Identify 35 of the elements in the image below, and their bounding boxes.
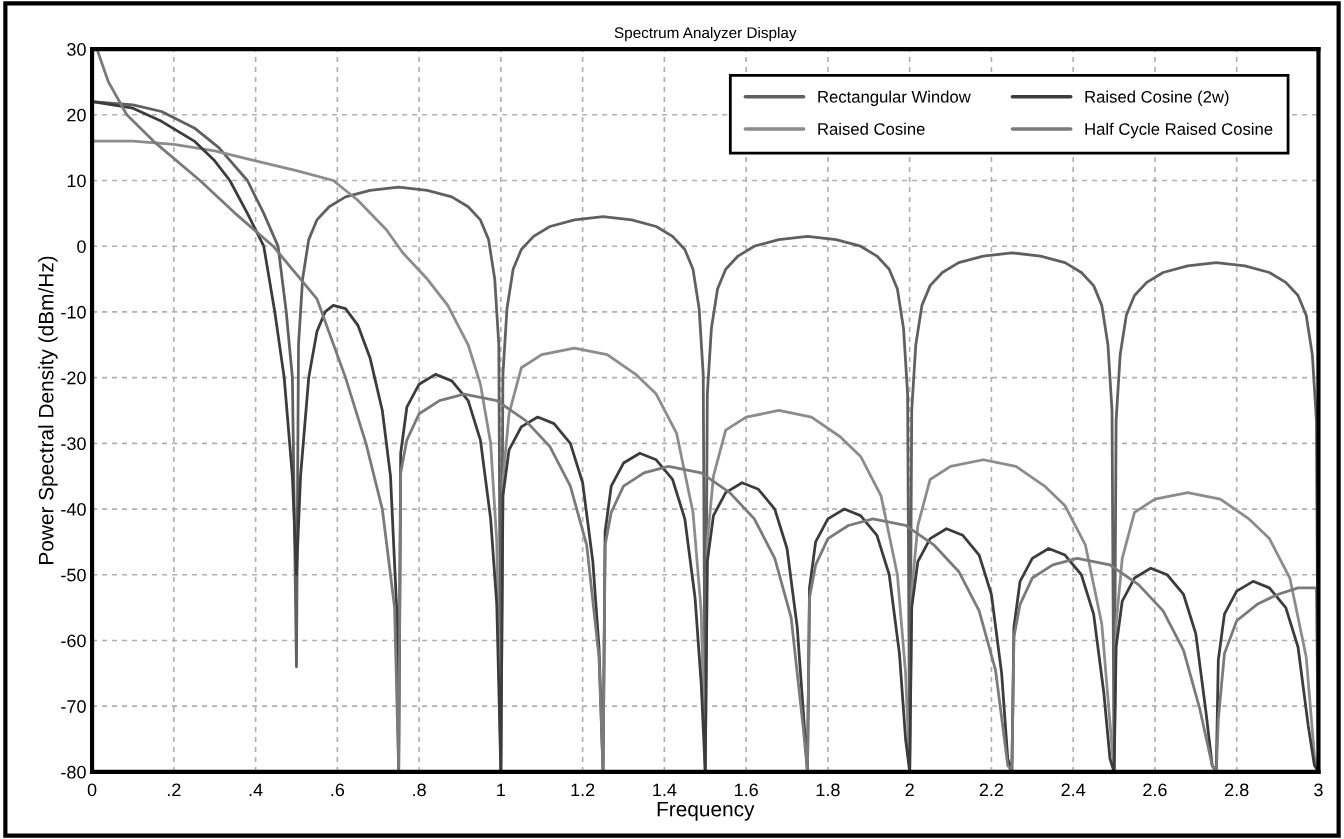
y-tick-label: 20 [67, 108, 86, 122]
x-tick-label: 0 [87, 783, 97, 797]
x-tick-label: 2.8 [1225, 783, 1249, 797]
y-tick-label: -50 [61, 568, 86, 582]
y-tick-label: -80 [61, 765, 86, 779]
y-tick-label: -30 [61, 437, 86, 451]
chart-title: Spectrum Analyzer Display [614, 26, 797, 42]
y-tick-label: 30 [67, 43, 86, 56]
y-tick-label: -10 [61, 305, 86, 319]
x-tick-label: 1.8 [816, 783, 840, 797]
y-tick-label: 0 [77, 240, 86, 253]
x-tick-label: .6 [331, 783, 345, 797]
x-tick-label: 2.4 [1061, 783, 1086, 797]
x-tick-label: 1.2 [571, 783, 595, 797]
y-axis-title: Power Spectral Density (dBm/Hz) [38, 256, 58, 564]
y-tick-label: -60 [61, 634, 86, 648]
x-tick-label: .8 [413, 783, 426, 797]
legend-label: Rectangular Window [818, 90, 971, 107]
x-tick-label: 2.6 [1143, 783, 1167, 797]
x-tick-label: 2.2 [979, 783, 1004, 797]
legend-label: Raised Cosine (2w) [1085, 90, 1229, 107]
x-tick-label: .2 [167, 783, 181, 797]
x-tick-label: 1.4 [653, 783, 677, 797]
x-tick-label: 2 [905, 783, 914, 797]
x-axis-title: Frequency [657, 801, 755, 821]
x-tick-label: 1.6 [734, 783, 758, 797]
y-tick-label: -40 [61, 502, 86, 516]
y-tick-label: -20 [61, 371, 86, 385]
y-tick-label: 10 [67, 174, 86, 188]
x-tick-label: 1 [497, 783, 505, 797]
x-tick-label: 3 [1314, 783, 1323, 797]
legend-label: Raised Cosine [818, 122, 925, 135]
legend-label: Half Cycle Raised Cosine [1085, 122, 1273, 139]
y-tick-label: -70 [61, 700, 86, 713]
x-tick-label: .4 [249, 783, 263, 797]
